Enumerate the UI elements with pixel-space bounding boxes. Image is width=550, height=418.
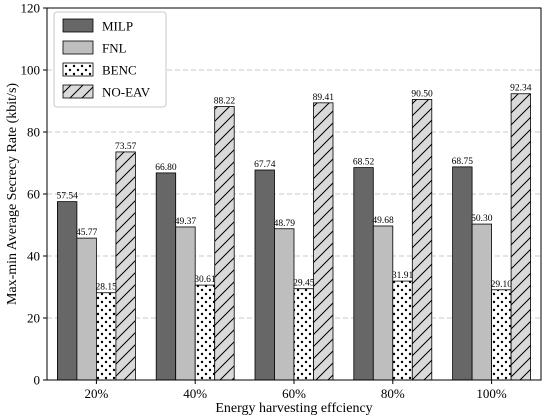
bar-no-eav (411, 99, 433, 381)
y-tick-label: 120 (21, 1, 41, 16)
data-label: 31.91 (392, 271, 414, 281)
bar-fnl (175, 226, 196, 381)
bar-benc (96, 292, 117, 381)
data-label: 57.54 (56, 192, 78, 202)
bar-benc (392, 280, 413, 381)
data-label: 49.37 (175, 217, 197, 227)
bar-no-eav (214, 106, 235, 381)
legend-label: NO-EAV (102, 85, 151, 100)
data-label: 29.45 (293, 279, 315, 289)
y-tick-label: 100 (21, 63, 41, 78)
data-label: 66.80 (155, 163, 177, 173)
legend: MILP FNL BENC NO-EAV (53, 11, 167, 108)
x-tick-label: 20% (84, 386, 108, 401)
legend-swatch (62, 18, 94, 33)
bar-milp (57, 201, 78, 381)
data-label: 68.52 (353, 158, 375, 168)
data-label: 89.41 (313, 93, 335, 103)
legend-swatch (62, 62, 94, 77)
bar-fnl (471, 223, 493, 381)
y-tick-label: 0 (34, 373, 41, 388)
legend-label: FNL (102, 41, 127, 56)
bar-fnl (274, 228, 295, 381)
legend-box (53, 11, 167, 108)
bar-milp (353, 167, 374, 381)
data-label: 68.75 (452, 157, 474, 167)
y-tick-label: 40 (27, 249, 40, 264)
x-axis-title: Energy harvesting effciency (215, 401, 372, 416)
data-label: 92.34 (510, 84, 532, 94)
data-label: 90.50 (411, 89, 433, 99)
data-labels: 57.54 66.80 67.74 68.52 68.75 45.77 49.37 48.79… (56, 84, 531, 293)
data-label: 29.10 (491, 280, 513, 290)
bar-fnl (76, 237, 97, 381)
data-label: 49.68 (372, 216, 394, 226)
x-tick-label: 40% (183, 386, 207, 401)
y-tick-label: 60 (27, 187, 40, 202)
data-label: 50.30 (471, 214, 493, 224)
x-tick-label: 100% (476, 386, 507, 401)
data-label: 28.15 (95, 283, 117, 293)
y-axis-title: Max-min Average Secrecy Rate (kbit/s) (5, 83, 20, 305)
bars (57, 93, 532, 381)
bar-benc (194, 284, 216, 381)
data-label: 45.77 (76, 228, 98, 238)
bar-benc (293, 288, 314, 381)
data-label: 73.57 (115, 142, 137, 152)
bar-fnl (372, 225, 394, 381)
y-tick-label: 80 (27, 125, 40, 140)
bar-no-eav (510, 93, 532, 381)
legend-label: BENC (102, 63, 137, 78)
data-label: 67.74 (254, 160, 276, 170)
y-tick-label: 20 (27, 311, 40, 326)
bar-benc (491, 289, 512, 381)
bar-no-eav (115, 151, 136, 381)
legend-label: MILP (102, 19, 133, 34)
data-label: 30.61 (194, 275, 216, 285)
legend-swatch (62, 40, 94, 55)
x-tick-label: 80% (381, 386, 405, 401)
data-label: 88.22 (214, 97, 236, 107)
axis-ticks: 0 20 40 60 80 100 120 20% 40% 60% 80% 100% (21, 1, 507, 402)
data-label: 48.79 (274, 219, 296, 229)
bar-milp (155, 172, 177, 381)
bar-no-eav (313, 102, 334, 381)
legend-swatch (62, 84, 94, 99)
x-tick-label: 60% (282, 386, 306, 401)
bar-milp (254, 169, 275, 381)
bar-milp (452, 166, 473, 381)
